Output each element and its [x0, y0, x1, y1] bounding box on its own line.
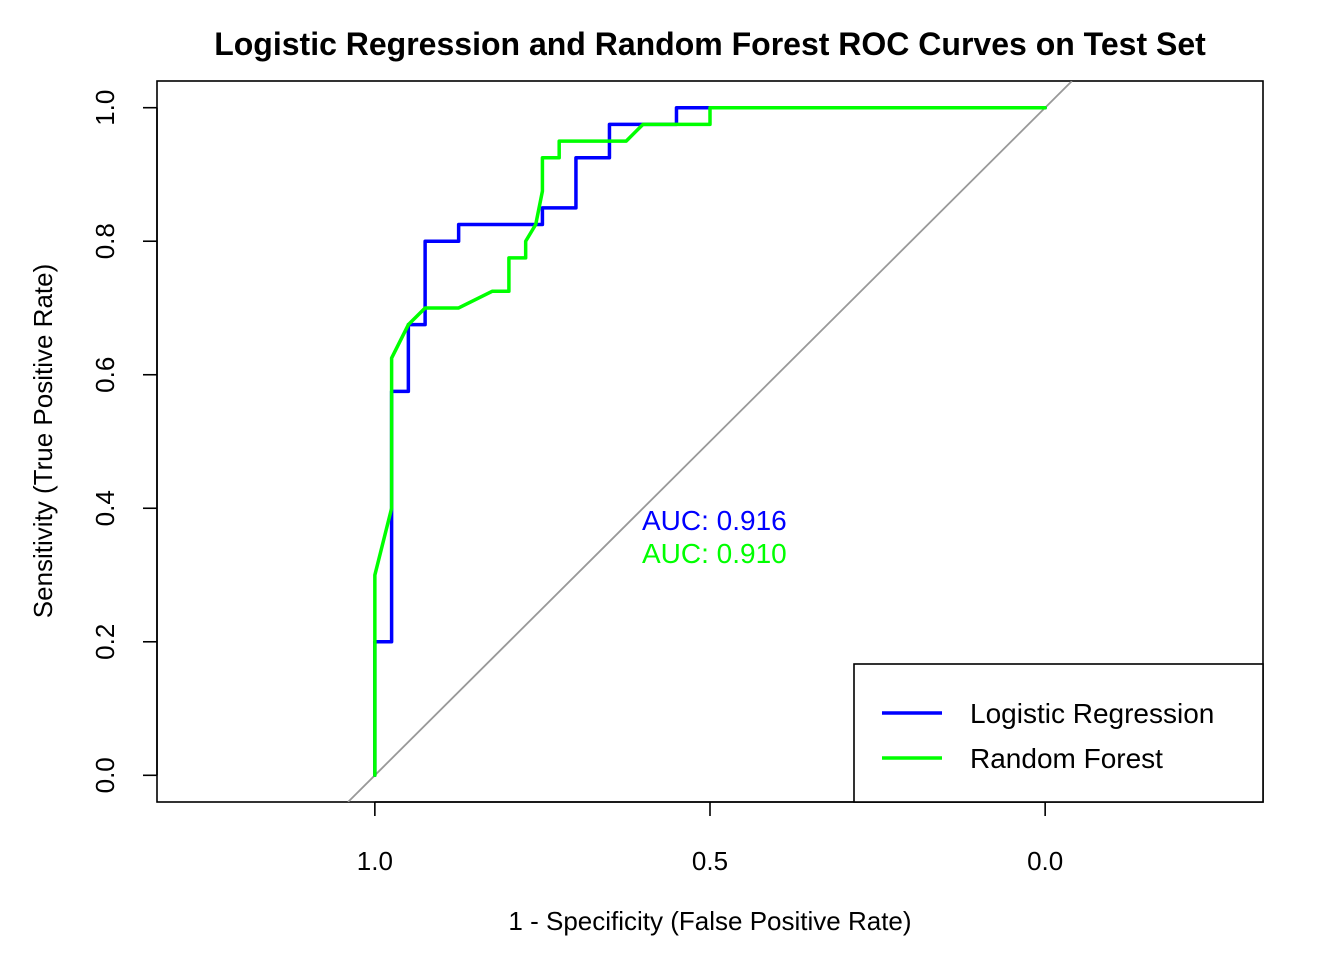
y-tick-label: 1.0	[90, 90, 120, 126]
auc-label-random-forest: AUC: 0.910	[642, 538, 787, 569]
y-tick-label: 0.8	[90, 223, 120, 259]
y-tick-label: 0.0	[90, 757, 120, 793]
x-tick-label: 1.0	[357, 846, 393, 876]
chart-title: Logistic Regression and Random Forest RO…	[214, 26, 1206, 62]
legend-label-logistic-regression: Logistic Regression	[970, 698, 1214, 729]
roc-curve-random-forest	[373, 105, 1047, 778]
reference-layer	[347, 81, 1073, 802]
y-tick-label: 0.6	[90, 357, 120, 393]
legend-box	[853, 663, 1264, 803]
legend: Logistic Regression Random Forest	[853, 663, 1264, 803]
x-axis-label: 1 - Specificity (False Positive Rate)	[508, 906, 911, 936]
legend-label-random-forest: Random Forest	[970, 743, 1163, 774]
x-tick-label: 0.0	[1027, 846, 1063, 876]
y-axis-label: Sensitivity (True Positive Rate)	[28, 264, 58, 618]
y-tick-label: 0.2	[90, 624, 120, 660]
x-tick-label: 0.5	[692, 846, 728, 876]
reference-diagonal-line	[347, 81, 1073, 802]
series-layer	[373, 105, 1047, 778]
y-tick-label: 0.4	[90, 490, 120, 526]
auc-label-logistic-regression: AUC: 0.916	[642, 505, 787, 536]
